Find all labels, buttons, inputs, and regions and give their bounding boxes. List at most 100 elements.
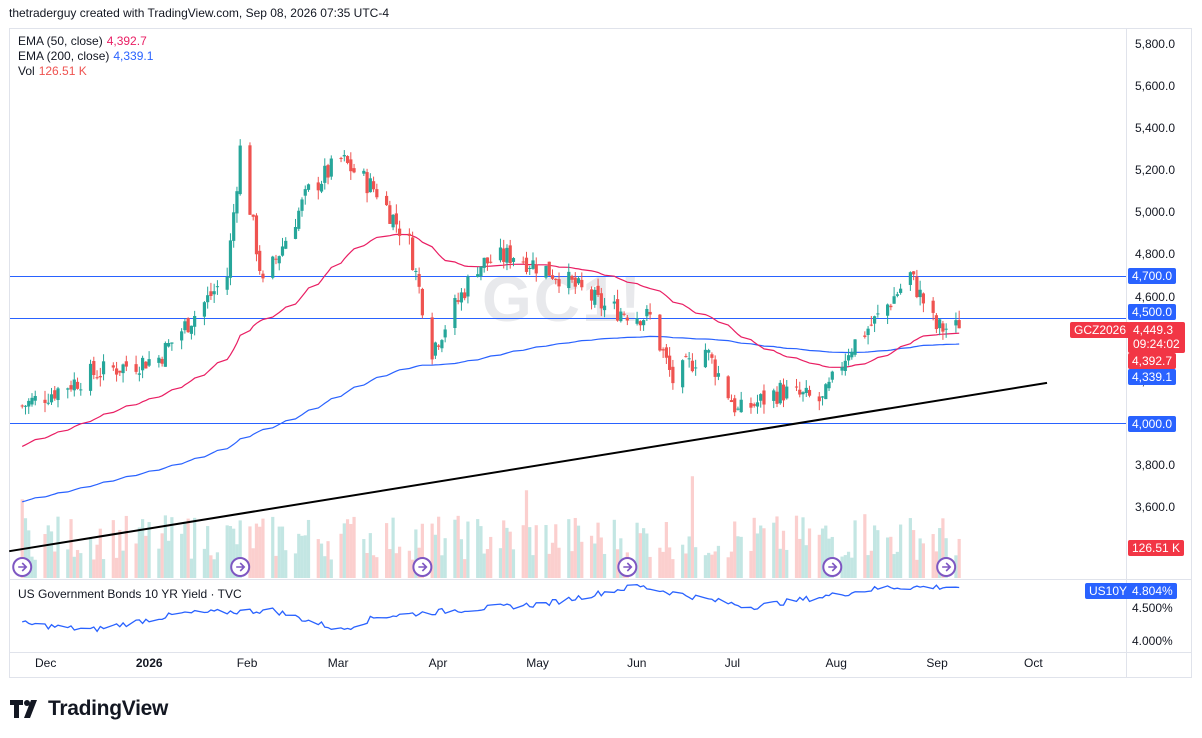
last-price-tag: 4,449.3 09:24:02 <box>1128 322 1185 353</box>
volume-bar <box>739 536 743 578</box>
volume-bar <box>69 519 73 578</box>
candle-body <box>388 205 392 224</box>
candle <box>345 155 350 165</box>
support-trendline <box>9 381 1048 553</box>
candle-body <box>736 408 740 410</box>
candle-body <box>323 165 327 183</box>
volume-bar <box>733 521 737 578</box>
candle <box>482 257 486 273</box>
volume-bar <box>511 549 516 578</box>
candle-body <box>531 260 535 269</box>
volume-bar <box>664 522 668 578</box>
legend-value: 4,339.1 <box>113 49 154 63</box>
candle-body <box>681 360 685 388</box>
candle-body <box>635 318 639 324</box>
candle-body <box>463 292 467 299</box>
volume-bar <box>554 524 558 578</box>
candle <box>876 304 880 318</box>
month-label: Feb <box>236 656 258 670</box>
candle-body <box>140 357 145 371</box>
volume-bar <box>648 556 652 578</box>
volume-bar <box>271 516 275 578</box>
candle-body <box>918 289 922 298</box>
candle <box>326 163 330 185</box>
candle <box>664 344 668 364</box>
candle <box>160 356 164 367</box>
volume-bar <box>807 528 812 578</box>
candle-body <box>596 285 600 295</box>
candle <box>365 168 369 203</box>
candle <box>319 180 324 194</box>
candle <box>804 380 808 397</box>
candle-body <box>352 168 356 173</box>
volume-bar <box>576 525 581 578</box>
candle <box>134 355 138 375</box>
candle-body <box>251 214 255 217</box>
volume-bar <box>567 519 571 578</box>
volume-bar <box>707 552 711 578</box>
candle <box>339 156 343 163</box>
candle <box>209 282 213 300</box>
candle <box>661 347 665 358</box>
candle <box>101 354 106 381</box>
volume-bar <box>934 551 939 578</box>
candle <box>921 292 925 313</box>
candle <box>599 287 603 317</box>
price-tick-label: 5,000.0 <box>1134 205 1175 220</box>
volume-bar <box>521 525 525 578</box>
volume-bar <box>79 553 83 578</box>
candle <box>642 319 646 331</box>
candle-body <box>485 257 490 264</box>
candle-body <box>248 145 252 215</box>
candle-body <box>876 313 880 315</box>
candle <box>850 348 854 360</box>
month-label: Dec <box>35 656 57 670</box>
candle-body <box>528 267 532 269</box>
candle-body <box>453 298 457 329</box>
candle-body <box>801 392 805 395</box>
volume-bar <box>277 526 281 578</box>
candle <box>167 339 171 348</box>
candle-body <box>137 373 141 375</box>
candle <box>739 391 743 413</box>
volume-bar <box>433 534 437 578</box>
volume-bar <box>918 538 922 578</box>
month-label: Jul <box>724 656 741 670</box>
candle-body <box>892 296 896 304</box>
candle-body <box>46 402 50 404</box>
volume-bar <box>778 548 782 578</box>
volume-bar <box>869 550 873 578</box>
candle <box>648 303 652 320</box>
candle-body <box>830 371 834 380</box>
candle <box>362 168 366 177</box>
legend-value: 126.51 K <box>38 64 87 78</box>
candle <box>420 287 424 319</box>
legend-row-2: Vol 126.51 K <box>18 64 87 79</box>
volume-bar <box>886 537 890 578</box>
volume-bar <box>391 517 395 578</box>
candle-body <box>316 182 320 191</box>
volume-bar <box>550 542 555 578</box>
volume-bar <box>729 551 734 578</box>
candle-body <box>846 355 851 361</box>
candle-body <box>384 195 389 206</box>
candle <box>46 393 50 406</box>
candle-body <box>524 257 529 272</box>
volume-bar <box>375 557 379 578</box>
volume-bar <box>225 525 229 578</box>
candle-body <box>186 318 190 333</box>
candle-body <box>547 261 551 276</box>
volume-bars <box>20 476 961 578</box>
volume-bar <box>186 518 190 578</box>
volume-bar <box>804 545 808 578</box>
price-tick-label: 3,600.0 <box>1134 500 1175 514</box>
candle <box>411 231 415 271</box>
ema200-tag: 4,339.1 <box>1128 369 1177 385</box>
candle <box>912 271 916 281</box>
candle-body <box>664 347 668 358</box>
candle-body <box>456 300 460 302</box>
volume-bar <box>326 541 330 578</box>
candle <box>140 355 145 379</box>
candle <box>531 252 535 270</box>
